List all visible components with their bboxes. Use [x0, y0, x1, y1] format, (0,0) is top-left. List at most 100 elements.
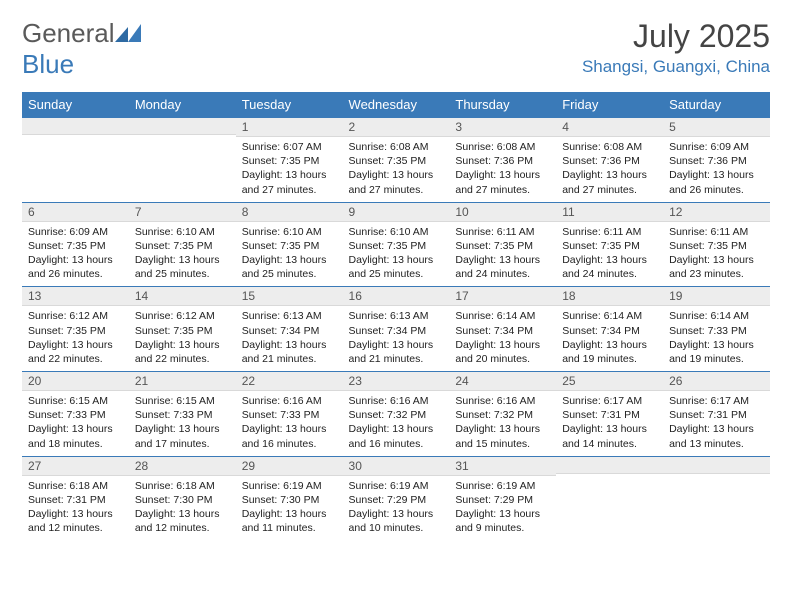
day-number: 27: [22, 457, 129, 476]
calendar-cell: 15Sunrise: 6:13 AMSunset: 7:34 PMDayligh…: [236, 287, 343, 372]
day-details: Sunrise: 6:08 AMSunset: 7:35 PMDaylight:…: [343, 137, 450, 202]
calendar-cell: 26Sunrise: 6:17 AMSunset: 7:31 PMDayligh…: [663, 372, 770, 457]
sunrise-line: Sunrise: 6:10 AM: [135, 225, 230, 239]
day-number: 29: [236, 457, 343, 476]
day-number: 28: [129, 457, 236, 476]
calendar-cell-empty: [129, 118, 236, 203]
brand-part1: General: [22, 18, 115, 48]
daylight-line: Daylight: 13 hours and 23 minutes.: [669, 253, 764, 281]
daylight-line: Daylight: 13 hours and 19 minutes.: [562, 338, 657, 366]
day-details: Sunrise: 6:16 AMSunset: 7:33 PMDaylight:…: [236, 391, 343, 456]
day-details: Sunrise: 6:11 AMSunset: 7:35 PMDaylight:…: [663, 222, 770, 287]
sunset-line: Sunset: 7:31 PM: [28, 493, 123, 507]
sunset-line: Sunset: 7:35 PM: [349, 154, 444, 168]
calendar-body: 1Sunrise: 6:07 AMSunset: 7:35 PMDaylight…: [22, 118, 770, 541]
calendar-cell: 24Sunrise: 6:16 AMSunset: 7:32 PMDayligh…: [449, 372, 556, 457]
daylight-line: Daylight: 13 hours and 22 minutes.: [28, 338, 123, 366]
dayname-tuesday: Tuesday: [236, 92, 343, 118]
daylight-line: Daylight: 13 hours and 14 minutes.: [562, 422, 657, 450]
day-details: Sunrise: 6:18 AMSunset: 7:30 PMDaylight:…: [129, 476, 236, 541]
day-number: 9: [343, 203, 450, 222]
day-number: 13: [22, 287, 129, 306]
sunset-line: Sunset: 7:29 PM: [455, 493, 550, 507]
day-number: 19: [663, 287, 770, 306]
daylight-line: Daylight: 13 hours and 9 minutes.: [455, 507, 550, 535]
calendar-cell: 25Sunrise: 6:17 AMSunset: 7:31 PMDayligh…: [556, 372, 663, 457]
month-title: July 2025: [582, 18, 770, 55]
sunrise-line: Sunrise: 6:17 AM: [562, 394, 657, 408]
sunset-line: Sunset: 7:35 PM: [28, 324, 123, 338]
day-details: Sunrise: 6:12 AMSunset: 7:35 PMDaylight:…: [22, 306, 129, 371]
day-number: 4: [556, 118, 663, 137]
day-details: Sunrise: 6:07 AMSunset: 7:35 PMDaylight:…: [236, 137, 343, 202]
sunrise-line: Sunrise: 6:11 AM: [562, 225, 657, 239]
calendar-cell: 5Sunrise: 6:09 AMSunset: 7:36 PMDaylight…: [663, 118, 770, 203]
calendar-table: SundayMondayTuesdayWednesdayThursdayFrid…: [22, 92, 770, 540]
day-details: Sunrise: 6:09 AMSunset: 7:36 PMDaylight:…: [663, 137, 770, 202]
sunset-line: Sunset: 7:36 PM: [669, 154, 764, 168]
day-number: 16: [343, 287, 450, 306]
sunset-line: Sunset: 7:35 PM: [135, 239, 230, 253]
day-details: Sunrise: 6:19 AMSunset: 7:29 PMDaylight:…: [449, 476, 556, 541]
day-details: Sunrise: 6:09 AMSunset: 7:35 PMDaylight:…: [22, 222, 129, 287]
sunset-line: Sunset: 7:33 PM: [669, 324, 764, 338]
calendar-cell: 27Sunrise: 6:18 AMSunset: 7:31 PMDayligh…: [22, 456, 129, 540]
day-number: 11: [556, 203, 663, 222]
calendar-cell: 21Sunrise: 6:15 AMSunset: 7:33 PMDayligh…: [129, 372, 236, 457]
daylight-line: Daylight: 13 hours and 11 minutes.: [242, 507, 337, 535]
sunset-line: Sunset: 7:34 PM: [349, 324, 444, 338]
daylight-line: Daylight: 13 hours and 15 minutes.: [455, 422, 550, 450]
sunrise-line: Sunrise: 6:14 AM: [562, 309, 657, 323]
sunset-line: Sunset: 7:33 PM: [242, 408, 337, 422]
day-number: 23: [343, 372, 450, 391]
calendar-cell: 9Sunrise: 6:10 AMSunset: 7:35 PMDaylight…: [343, 202, 450, 287]
sunset-line: Sunset: 7:35 PM: [242, 154, 337, 168]
sunrise-line: Sunrise: 6:08 AM: [349, 140, 444, 154]
day-details: Sunrise: 6:08 AMSunset: 7:36 PMDaylight:…: [449, 137, 556, 202]
day-number: 30: [343, 457, 450, 476]
day-details: Sunrise: 6:18 AMSunset: 7:31 PMDaylight:…: [22, 476, 129, 541]
daylight-line: Daylight: 13 hours and 26 minutes.: [669, 168, 764, 196]
day-number: 2: [343, 118, 450, 137]
calendar-cell-empty: [22, 118, 129, 203]
calendar-cell: 31Sunrise: 6:19 AMSunset: 7:29 PMDayligh…: [449, 456, 556, 540]
day-number: 3: [449, 118, 556, 137]
sunrise-line: Sunrise: 6:16 AM: [349, 394, 444, 408]
daylight-line: Daylight: 13 hours and 13 minutes.: [669, 422, 764, 450]
sunrise-line: Sunrise: 6:08 AM: [455, 140, 550, 154]
dayname-monday: Monday: [129, 92, 236, 118]
day-details: Sunrise: 6:16 AMSunset: 7:32 PMDaylight:…: [343, 391, 450, 456]
calendar-cell: 4Sunrise: 6:08 AMSunset: 7:36 PMDaylight…: [556, 118, 663, 203]
day-details: Sunrise: 6:13 AMSunset: 7:34 PMDaylight:…: [343, 306, 450, 371]
calendar-cell: 8Sunrise: 6:10 AMSunset: 7:35 PMDaylight…: [236, 202, 343, 287]
daylight-line: Daylight: 13 hours and 19 minutes.: [669, 338, 764, 366]
calendar-cell: 1Sunrise: 6:07 AMSunset: 7:35 PMDaylight…: [236, 118, 343, 203]
sunrise-line: Sunrise: 6:15 AM: [28, 394, 123, 408]
calendar-cell: 18Sunrise: 6:14 AMSunset: 7:34 PMDayligh…: [556, 287, 663, 372]
calendar-week: 13Sunrise: 6:12 AMSunset: 7:35 PMDayligh…: [22, 287, 770, 372]
daylight-line: Daylight: 13 hours and 16 minutes.: [242, 422, 337, 450]
daylight-line: Daylight: 13 hours and 24 minutes.: [562, 253, 657, 281]
calendar-cell: 28Sunrise: 6:18 AMSunset: 7:30 PMDayligh…: [129, 456, 236, 540]
title-block: July 2025 Shangsi, Guangxi, China: [582, 18, 770, 77]
day-number: 26: [663, 372, 770, 391]
sunrise-line: Sunrise: 6:14 AM: [669, 309, 764, 323]
daylight-line: Daylight: 13 hours and 21 minutes.: [242, 338, 337, 366]
sunset-line: Sunset: 7:32 PM: [349, 408, 444, 422]
day-number: 21: [129, 372, 236, 391]
daylight-line: Daylight: 13 hours and 25 minutes.: [135, 253, 230, 281]
daylight-line: Daylight: 13 hours and 26 minutes.: [28, 253, 123, 281]
sunrise-line: Sunrise: 6:07 AM: [242, 140, 337, 154]
sunset-line: Sunset: 7:35 PM: [135, 324, 230, 338]
sunset-line: Sunset: 7:35 PM: [455, 239, 550, 253]
day-number: 25: [556, 372, 663, 391]
day-number: 12: [663, 203, 770, 222]
daylight-line: Daylight: 13 hours and 27 minutes.: [349, 168, 444, 196]
daylight-line: Daylight: 13 hours and 16 minutes.: [349, 422, 444, 450]
calendar-head: SundayMondayTuesdayWednesdayThursdayFrid…: [22, 92, 770, 118]
day-number: 5: [663, 118, 770, 137]
calendar-cell: 23Sunrise: 6:16 AMSunset: 7:32 PMDayligh…: [343, 372, 450, 457]
sunset-line: Sunset: 7:31 PM: [669, 408, 764, 422]
sunset-line: Sunset: 7:29 PM: [349, 493, 444, 507]
day-details: Sunrise: 6:19 AMSunset: 7:30 PMDaylight:…: [236, 476, 343, 541]
